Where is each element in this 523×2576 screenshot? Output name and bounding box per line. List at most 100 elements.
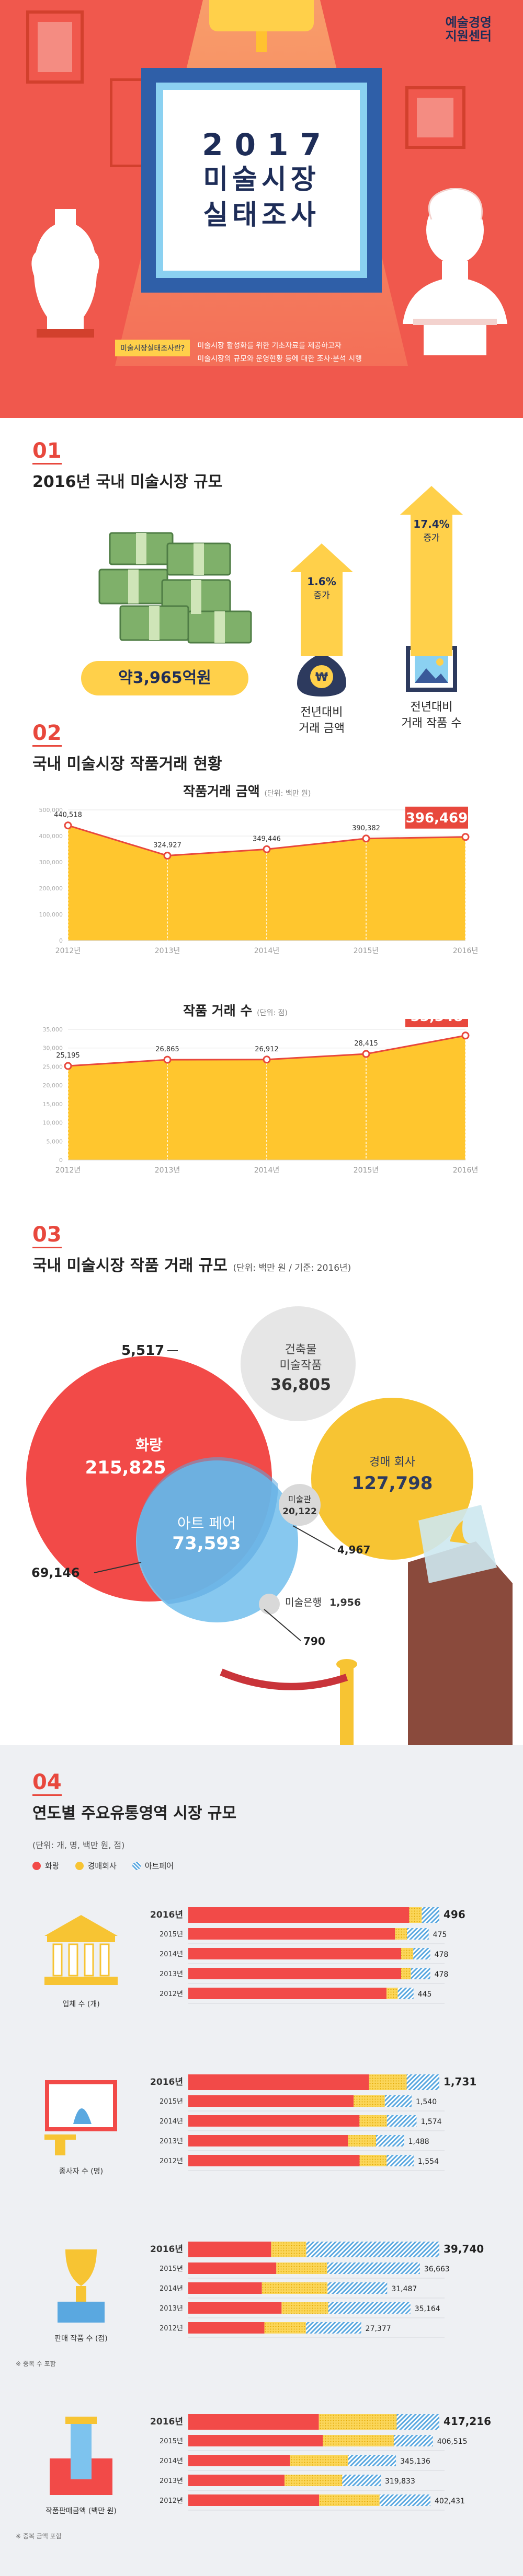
section-title-text: 국내 미술시장 작품 거래 규모 — [32, 1257, 228, 1275]
bar-segment-auction — [319, 2494, 380, 2506]
data-point — [362, 834, 370, 843]
legend-swatch — [32, 1861, 41, 1870]
section-header: 02 국내 미술시장 작품거래 현황 — [32, 721, 222, 774]
bar-segment-artfair — [327, 2262, 420, 2274]
logo-line2: 지원센터 — [445, 29, 492, 44]
bar-segment-auction — [348, 2135, 376, 2146]
bar-total-label: 478 — [435, 1970, 449, 1979]
bar-segment-auction — [262, 2282, 328, 2294]
bar-segment-auction — [409, 1907, 422, 1923]
bar-total-label: 1,574 — [420, 2118, 441, 2126]
bar-segment-artfair — [407, 1928, 429, 1940]
bar-total-label: 445 — [418, 1990, 432, 1999]
logo-line1: 예술경영 — [445, 15, 492, 30]
museum-circle — [279, 1484, 321, 1526]
svg-text:₩: ₩ — [315, 671, 328, 684]
bar-total-label: 319,833 — [385, 2477, 415, 2486]
block-note: ※ 중복 수 포함 — [16, 2360, 56, 2368]
artfair-value: 73,593 — [172, 1533, 241, 1554]
bar-segment-gallery — [188, 1907, 410, 1923]
bar-total-label: 417,216 — [444, 2415, 491, 2428]
callout-artbank-overlap: 790 — [303, 1635, 325, 1647]
distribution-block: 업체 수 (개) 2016년 496 2015년 475 2014년 478 2013년 478… — [0, 1897, 523, 2053]
bar-segment-auction — [369, 2074, 407, 2090]
count-chart-unit: (단위: 점) — [257, 1009, 288, 1017]
callout-museum-overlap: 4,967 — [337, 1544, 370, 1556]
bar-total-label: 406,515 — [437, 2438, 468, 2446]
amount-chart-unit: (단위: 백만 원) — [264, 790, 311, 798]
y-tick-label: 0 — [59, 1157, 63, 1164]
bar-segment-gallery — [188, 2455, 290, 2466]
gallery-artfair-overlap — [137, 1457, 278, 1604]
bar-total-label: 402,431 — [435, 2497, 465, 2505]
bar-total-label: 1,488 — [408, 2138, 429, 2146]
legend: 화랑 경매회사 아트페어 — [32, 1860, 174, 1871]
year-label: 2014년 — [160, 2285, 183, 2293]
block-label: 판매 작품 수 (점) — [54, 2335, 108, 2343]
data-point — [163, 852, 172, 860]
bar-total-label: 496 — [444, 1908, 465, 1921]
up-arrow-icon — [400, 486, 463, 515]
bar-total-label: 475 — [433, 1931, 447, 1939]
bar-segment-auction — [281, 2302, 328, 2314]
x-tick-label: 2015년 — [354, 947, 379, 955]
legend-gallery: 화랑 — [32, 1860, 60, 1871]
legend-swatch — [75, 1861, 84, 1870]
data-label: 26,912 — [255, 1046, 279, 1053]
report-title-line1: 미술시장 — [203, 164, 320, 196]
y-tick-label: 300,000 — [39, 859, 63, 866]
bar-segment-gallery — [188, 1968, 402, 1979]
section-header: 03 국내 미술시장 작품 거래 규모 (단위: 백만 원 / 기준: 2016… — [32, 1223, 351, 1275]
bar-segment-gallery — [188, 1948, 402, 1959]
bar-segment-artfair — [327, 2282, 388, 2294]
indicator-count-label1: 전년대비 — [410, 701, 453, 714]
bar-segment-gallery — [188, 2435, 323, 2446]
year-label: 2014년 — [160, 2118, 183, 2126]
legend-label: 경매회사 — [87, 1861, 117, 1871]
section-title: 2016년 국내 미술시장 규모 — [32, 473, 223, 491]
highlight-label-bg — [405, 1019, 468, 1027]
bar-segment-gallery — [188, 1928, 395, 1940]
year-label: 2014년 — [160, 1951, 183, 1958]
stacked-bar-chart: 2016년 1,731 2015년 1,540 2014년 1,574 2013년 1,488… — [150, 2074, 476, 2171]
section-title: 연도별 주요유통영역 시장 규모 — [32, 1804, 237, 1823]
indicator-amount-label1: 전년대비 — [300, 706, 343, 719]
display-pedestal-icon — [220, 1505, 513, 1750]
count-chart-title: 작품 거래 수 (단위: 점) — [183, 1001, 288, 1019]
gallery-label: 화랑 — [135, 1436, 163, 1454]
bar-segment-gallery — [188, 2475, 285, 2486]
bar-segment-artfair — [376, 2135, 404, 2146]
block-label: 업체 수 (개) — [62, 2000, 100, 2009]
total-market-size: 약3,965억원 — [81, 661, 248, 695]
year-label: 2015년 — [160, 2265, 183, 2273]
report-year: 2017 — [202, 127, 333, 163]
worker-icon — [44, 2080, 117, 2155]
bar-segment-artfair — [422, 1907, 439, 1923]
up-arrow-icon — [290, 543, 353, 572]
indicator-amount-label: 전년대비 거래 금액 — [299, 705, 345, 737]
section-header: 01 2016년 국내 미술시장 규모 — [32, 439, 222, 492]
data-label: 440,518 — [54, 811, 82, 819]
bar-segment-artfair — [328, 2302, 411, 2314]
bar-segment-artfair — [411, 1968, 430, 1979]
distribution-block: 작품판매금액 (백만 원) ※ 중복 금액 포함 2016년 417,216 2015년… — [0, 2404, 523, 2560]
x-tick-label: 2012년 — [55, 1166, 81, 1175]
bar-total-label: 1,540 — [416, 2098, 437, 2106]
architecture-value: 36,805 — [270, 1376, 331, 1394]
bar-segment-gallery — [188, 2302, 282, 2314]
survey-note-tag: 미술시장실태조사란? — [115, 340, 190, 356]
section-title: 국내 미술시장 작품 거래 규모 (단위: 백만 원 / 기준: 2016년) — [32, 1252, 351, 1275]
artfair-label: 아트 페어 — [177, 1515, 236, 1532]
bar-segment-artfair — [348, 2455, 396, 2466]
section-number: 02 — [32, 721, 62, 747]
section-unit: (단위: 개, 명, 백만 원, 점) — [32, 1840, 125, 1850]
block-label: 작품판매금액 (백만 원) — [46, 2507, 117, 2515]
year-label: 2012년 — [160, 2497, 183, 2505]
x-tick-label: 2012년 — [55, 947, 81, 955]
bar-segment-artfair — [342, 2475, 381, 2486]
callout-line — [292, 1525, 335, 1550]
year-label: 2012년 — [160, 1990, 183, 1998]
year-label: 2013년 — [160, 2477, 183, 2485]
distribution-block: 판매 작품 수 (점) ※ 중복 수 포함 2016년 39,740 2015년 36,6… — [0, 2231, 523, 2388]
year-label: 2012년 — [160, 2325, 183, 2333]
